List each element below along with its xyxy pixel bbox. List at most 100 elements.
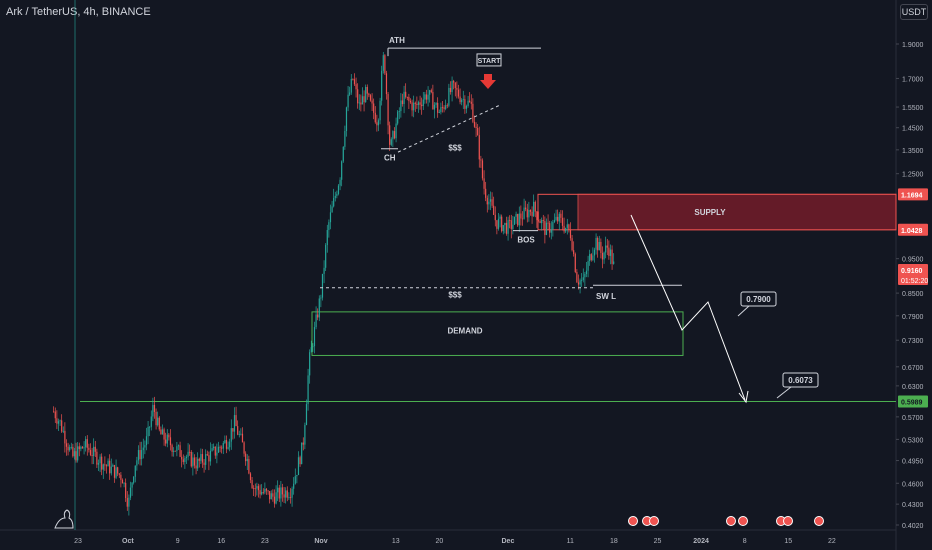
candle-body bbox=[107, 460, 109, 467]
currency-badge[interactable]: USDT bbox=[900, 4, 928, 20]
candle-body bbox=[592, 255, 594, 260]
supply-bottom-price-tag-bg bbox=[898, 223, 928, 236]
candle-body bbox=[59, 420, 61, 422]
candle-body bbox=[425, 94, 428, 100]
candle-body bbox=[353, 79, 356, 85]
time-tick-label: 2024 bbox=[693, 538, 709, 545]
candle-body bbox=[481, 160, 484, 179]
candle-body bbox=[590, 254, 592, 260]
candle-body bbox=[197, 458, 199, 469]
candle-body bbox=[566, 224, 568, 228]
candle-body bbox=[152, 404, 154, 417]
candle-body bbox=[429, 90, 431, 95]
candle-body bbox=[561, 217, 564, 226]
candle-body bbox=[273, 496, 276, 504]
candle-body bbox=[139, 450, 141, 460]
time-tick-label: 11 bbox=[567, 538, 574, 545]
candle-body bbox=[294, 476, 296, 484]
candle-body bbox=[224, 440, 226, 443]
candle-body bbox=[115, 467, 117, 478]
projection-arrow-icon bbox=[738, 390, 749, 404]
candle-body bbox=[529, 210, 532, 212]
candle-body bbox=[437, 102, 439, 113]
time-tick-label: 25 bbox=[654, 538, 662, 545]
candle-body bbox=[408, 96, 410, 101]
candle-body bbox=[334, 195, 336, 198]
candle-body bbox=[53, 411, 55, 413]
candle-body bbox=[85, 439, 87, 448]
candle-body bbox=[110, 466, 112, 474]
candle-body bbox=[171, 445, 173, 452]
candle-body bbox=[302, 442, 304, 445]
candle-body bbox=[187, 451, 189, 457]
candle-body bbox=[571, 238, 573, 251]
candle-body bbox=[376, 122, 378, 126]
time-tick-label: 22 bbox=[828, 538, 836, 545]
candle-body bbox=[381, 70, 383, 101]
candle-body bbox=[366, 87, 368, 94]
candle-body bbox=[414, 102, 416, 104]
candle-body bbox=[344, 130, 346, 147]
target-2-box bbox=[782, 372, 819, 388]
candle-body bbox=[317, 314, 319, 318]
candle-body bbox=[477, 127, 479, 136]
candle-body bbox=[456, 88, 458, 90]
candle-body bbox=[478, 135, 480, 160]
candle-body bbox=[547, 222, 549, 224]
candle-body bbox=[613, 261, 615, 264]
candle-body bbox=[397, 111, 399, 124]
candle-body bbox=[536, 211, 538, 221]
candle-body bbox=[280, 487, 282, 499]
price-tick-label: 0.4950 bbox=[902, 459, 924, 466]
candle-body bbox=[205, 454, 207, 465]
event-flag-icon bbox=[726, 516, 736, 526]
current-price-tag-countdown: 01:52:20 bbox=[901, 278, 928, 285]
projection-path bbox=[630, 214, 746, 401]
candle-body bbox=[387, 94, 389, 126]
candle-body bbox=[505, 222, 508, 234]
candle-body bbox=[449, 87, 452, 93]
candle-body bbox=[573, 250, 575, 254]
time-tick-label: 23 bbox=[261, 538, 269, 545]
candle-body bbox=[315, 314, 317, 328]
candle-body bbox=[352, 78, 354, 80]
candle-body bbox=[296, 475, 298, 477]
demand-zone bbox=[311, 311, 684, 356]
candle-body bbox=[264, 488, 266, 493]
candle-body bbox=[485, 188, 487, 198]
candle-body bbox=[491, 199, 493, 206]
candle-body bbox=[345, 107, 348, 131]
candle-body bbox=[509, 220, 511, 221]
candle-body bbox=[385, 73, 388, 95]
candle-body bbox=[182, 459, 184, 462]
candle-body bbox=[97, 463, 100, 465]
candle-body bbox=[406, 96, 408, 98]
time-tick-label: Oct bbox=[122, 538, 134, 545]
candle-body bbox=[398, 111, 400, 112]
candle-body bbox=[283, 494, 285, 498]
candle-body bbox=[395, 123, 397, 139]
price-tick-label: 0.4300 bbox=[902, 502, 924, 509]
candle-body bbox=[558, 213, 560, 222]
time-tick-label: Dec bbox=[502, 538, 515, 545]
candle-body bbox=[112, 465, 114, 467]
candle-body bbox=[419, 102, 421, 105]
candle-body bbox=[192, 457, 194, 467]
candle-body bbox=[240, 433, 242, 435]
candle-body bbox=[219, 446, 221, 448]
candle-body bbox=[611, 249, 613, 264]
candle-body bbox=[493, 205, 495, 215]
price-tick-label: 1.4500 bbox=[902, 126, 924, 133]
target-2-label: 0.6073 bbox=[788, 376, 813, 385]
demand-level-price-tag-bg bbox=[898, 395, 928, 408]
candle-body bbox=[349, 92, 351, 95]
candle-body bbox=[265, 488, 268, 491]
candle-body bbox=[520, 213, 522, 219]
candle-body bbox=[569, 229, 572, 239]
candle-body bbox=[190, 452, 192, 467]
candle-body bbox=[209, 450, 212, 462]
candle-body bbox=[489, 199, 492, 202]
candle-body bbox=[313, 327, 316, 347]
candle-body bbox=[401, 100, 404, 105]
